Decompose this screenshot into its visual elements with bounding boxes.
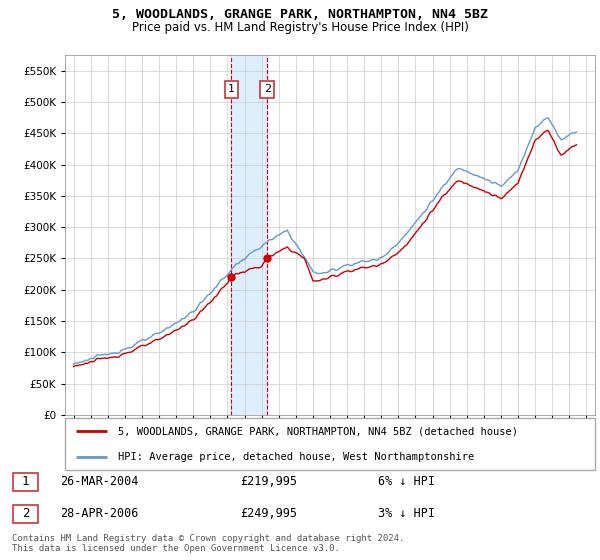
Text: 1: 1 <box>228 85 235 95</box>
Text: 26-MAR-2004: 26-MAR-2004 <box>60 475 139 488</box>
Text: 2: 2 <box>22 507 29 520</box>
Text: £249,995: £249,995 <box>240 507 297 520</box>
Text: 5, WOODLANDS, GRANGE PARK, NORTHAMPTON, NN4 5BZ (detached house): 5, WOODLANDS, GRANGE PARK, NORTHAMPTON, … <box>118 426 518 436</box>
Bar <box>232 55 267 415</box>
Text: 6% ↓ HPI: 6% ↓ HPI <box>378 475 435 488</box>
Text: Price paid vs. HM Land Registry's House Price Index (HPI): Price paid vs. HM Land Registry's House … <box>131 21 469 34</box>
Text: 28-APR-2006: 28-APR-2006 <box>60 507 139 520</box>
Text: 5, WOODLANDS, GRANGE PARK, NORTHAMPTON, NN4 5BZ: 5, WOODLANDS, GRANGE PARK, NORTHAMPTON, … <box>112 8 488 21</box>
Text: 1: 1 <box>22 475 29 488</box>
Text: HPI: Average price, detached house, West Northamptonshire: HPI: Average price, detached house, West… <box>118 452 474 462</box>
Text: 3% ↓ HPI: 3% ↓ HPI <box>378 507 435 520</box>
Text: 2: 2 <box>263 85 271 95</box>
Text: Contains HM Land Registry data © Crown copyright and database right 2024.
This d: Contains HM Land Registry data © Crown c… <box>12 534 404 553</box>
Text: £219,995: £219,995 <box>240 475 297 488</box>
